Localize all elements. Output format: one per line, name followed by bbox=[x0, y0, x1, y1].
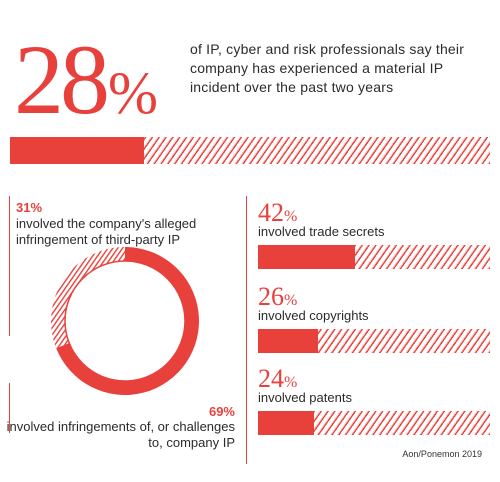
stat-patents-sign: % bbox=[284, 374, 298, 391]
stat-trade-secrets-label: involved trade secrets bbox=[258, 224, 385, 239]
stat-copyrights-bar-remainder bbox=[318, 329, 490, 353]
stat-trade-secrets-bar-remainder bbox=[355, 245, 490, 269]
headline-bar bbox=[10, 137, 490, 164]
headline-bar-fill bbox=[10, 137, 145, 164]
donut-69-label: involved infringements of, or challenges… bbox=[6, 419, 235, 450]
stat-patents-percentage: 24% bbox=[258, 366, 297, 392]
stat-patents-bar bbox=[258, 411, 490, 435]
stat-copyrights-percentage: 26% bbox=[258, 284, 297, 310]
stat-trade-secrets-percentage: 42% bbox=[258, 200, 297, 226]
headline-percentage: 28% bbox=[14, 30, 158, 130]
source-credit: Aon/Ponemon 2019 bbox=[402, 449, 482, 459]
donut-chart bbox=[50, 247, 199, 395]
stat-trade-secrets-bar-fill bbox=[258, 245, 356, 269]
donut-slice-31 bbox=[50, 247, 125, 349]
donut-31-label: involved the company's alleged infringem… bbox=[16, 216, 197, 247]
stat-patents-label: involved patents bbox=[258, 390, 352, 405]
stat-patents-bar-fill bbox=[258, 411, 314, 435]
stat-copyrights-sign: % bbox=[284, 292, 298, 309]
stat-patents-number: 24 bbox=[258, 364, 284, 393]
stat-copyrights-bar-fill bbox=[258, 329, 319, 353]
divider-middle bbox=[246, 196, 247, 464]
stat-trade-secrets-bar bbox=[258, 245, 490, 269]
stat-copyrights-bar bbox=[258, 329, 490, 353]
divider-left-lower bbox=[9, 383, 10, 433]
headline-percent-sign: % bbox=[108, 60, 158, 126]
donut-69-percent: 69% bbox=[208, 404, 235, 419]
headline-bar-remainder bbox=[144, 137, 490, 164]
donut-hole bbox=[64, 260, 186, 382]
headline-text: of IP, cyber and risk professionals say … bbox=[190, 41, 465, 95]
divider-left bbox=[9, 196, 10, 336]
stat-copyrights-label: involved copyrights bbox=[258, 308, 369, 323]
donut-31-percent: 31% bbox=[16, 200, 43, 215]
stat-patents-bar-remainder bbox=[313, 411, 490, 435]
headline-number: 28 bbox=[14, 24, 110, 135]
stat-trade-secrets-sign: % bbox=[284, 208, 298, 225]
stat-copyrights-number: 26 bbox=[258, 282, 284, 311]
stat-trade-secrets-number: 42 bbox=[258, 198, 284, 227]
